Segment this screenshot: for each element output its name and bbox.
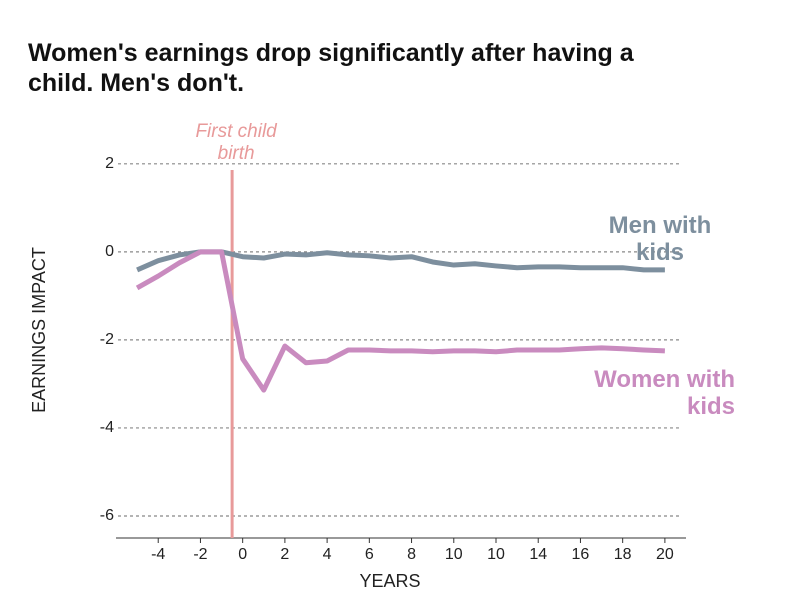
x-tick-label: -4: [151, 546, 165, 563]
y-tick-label: 0: [105, 243, 114, 260]
series-line: [136, 249, 665, 273]
series-label: Women with kids: [594, 366, 735, 420]
x-tick-label: 4: [323, 546, 332, 563]
y-tick-label: -4: [100, 419, 114, 436]
y-tick-label: -6: [100, 507, 114, 524]
y-tick-label: -2: [100, 331, 114, 348]
x-tick-label: 16: [572, 546, 590, 563]
x-tick-label: 18: [614, 546, 632, 563]
series-line: [135, 249, 665, 393]
annotation-label: First child birth: [195, 121, 277, 164]
series-label: Men with kids: [608, 212, 712, 266]
x-axis-label: YEARS: [359, 571, 420, 591]
x-tick-label: 10: [445, 546, 463, 563]
x-tick-label: 20: [656, 546, 674, 563]
y-axis-label: EARNINGS IMPACT: [29, 247, 49, 413]
x-tick-label: 6: [365, 546, 374, 563]
x-tick-label: 14: [529, 546, 547, 563]
x-tick-label: 2: [280, 546, 289, 563]
chart-title: Women's earnings drop significantly afte…: [28, 39, 634, 97]
x-tick-label: 8: [407, 546, 416, 563]
x-tick-label: -2: [193, 546, 207, 563]
x-tick-label: 10: [487, 546, 505, 563]
y-tick-label: 2: [105, 155, 114, 172]
x-tick-label: 0: [238, 546, 247, 563]
